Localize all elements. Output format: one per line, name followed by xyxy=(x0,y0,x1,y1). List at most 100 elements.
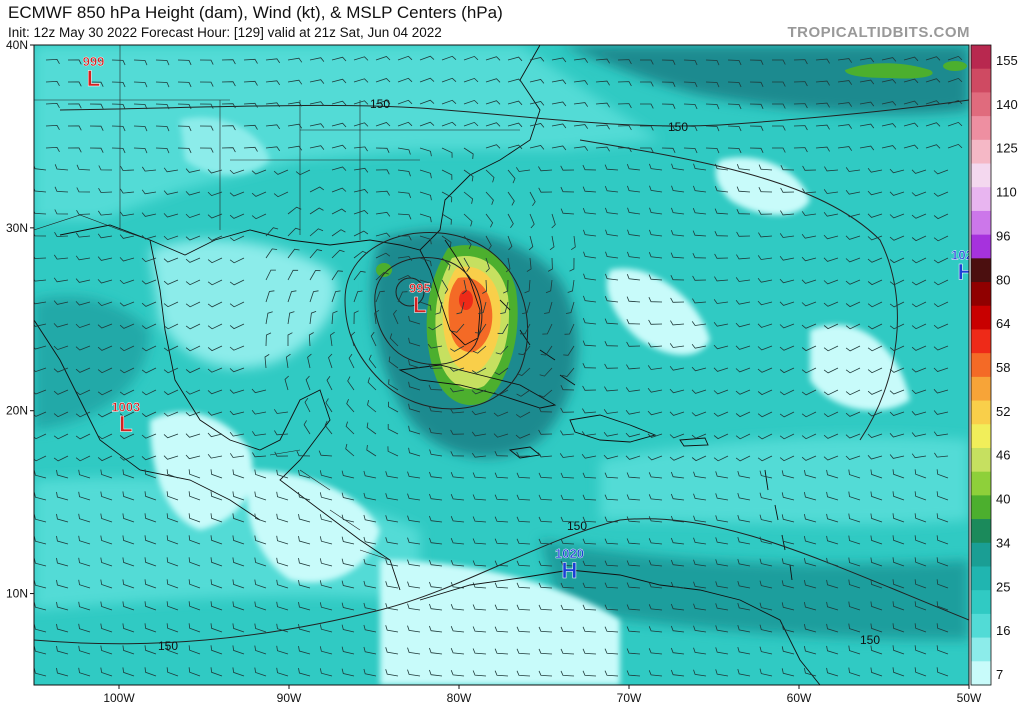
wind-barb xyxy=(560,165,575,171)
wind-barb xyxy=(779,389,795,396)
wind-barb xyxy=(757,345,773,351)
wind-barb xyxy=(375,122,391,127)
wind-barb xyxy=(345,443,355,457)
wind-barb xyxy=(119,367,135,374)
wind-barb xyxy=(649,185,663,193)
wind-barb xyxy=(441,191,453,203)
wind-barb xyxy=(34,210,47,215)
wind-barb xyxy=(34,255,47,259)
wind-barb xyxy=(758,187,773,193)
wind-barb xyxy=(207,432,223,438)
wind-barb xyxy=(375,190,390,196)
wind-barb xyxy=(595,146,610,152)
wind-barb xyxy=(494,560,509,567)
wind-barb xyxy=(933,367,949,372)
wind-barb xyxy=(735,411,751,418)
wind-barb xyxy=(276,667,289,677)
wind-barb xyxy=(185,257,201,263)
wind-barb xyxy=(319,602,333,611)
wind-barb xyxy=(319,668,333,677)
wind-barb xyxy=(503,279,509,294)
wind-barb xyxy=(889,389,905,395)
wind-barb xyxy=(845,367,861,374)
wind-barb xyxy=(397,77,413,83)
wind-barb xyxy=(353,250,368,259)
wind-barb xyxy=(407,625,421,633)
wind-barb xyxy=(859,79,875,85)
wind-barb xyxy=(727,59,742,66)
wind-barb xyxy=(229,191,245,197)
wind-barb xyxy=(119,433,135,440)
wind-barb xyxy=(100,601,113,611)
wind-barb xyxy=(551,79,567,85)
wind-barb xyxy=(419,99,435,105)
wind-barb xyxy=(463,77,479,83)
wind-barb xyxy=(529,123,545,128)
wind-barb xyxy=(759,470,773,479)
wind-barb xyxy=(582,604,597,611)
wind-barb xyxy=(78,645,91,655)
wind-barb xyxy=(450,408,465,414)
wind-barb xyxy=(759,624,773,633)
wind-barb xyxy=(375,271,389,281)
wind-barb xyxy=(870,513,883,523)
coast-mexico-west xyxy=(34,319,261,521)
wind-barb xyxy=(749,59,764,65)
wind-barb xyxy=(867,190,883,196)
wind-barb xyxy=(353,189,369,194)
wind-barb xyxy=(947,143,963,149)
wind-barb xyxy=(793,81,808,87)
wind-barb xyxy=(287,227,301,237)
lon-tick-label: 100W xyxy=(103,691,135,705)
wind-barb xyxy=(232,469,245,479)
wind-barb xyxy=(529,57,545,62)
wind-barb xyxy=(749,147,764,153)
wind-barb xyxy=(757,433,773,440)
wind-barb xyxy=(100,491,113,501)
wind-barb xyxy=(166,535,179,545)
borders xyxy=(34,45,520,561)
wind-barb xyxy=(309,123,325,128)
wind-barb xyxy=(144,513,157,523)
wind-barb xyxy=(341,514,355,523)
wind-barb xyxy=(759,492,773,501)
wind-barb xyxy=(34,187,47,193)
wind-barb xyxy=(758,209,773,215)
wind-barb xyxy=(933,410,949,415)
brand-watermark[interactable]: TROPICALTIDBITS.COM xyxy=(787,24,970,41)
wind-barb xyxy=(867,167,883,173)
wind-barb xyxy=(319,580,333,589)
wind-barb xyxy=(914,601,927,611)
wind-barb xyxy=(518,345,531,356)
wind-barb xyxy=(516,494,531,501)
wind-barb xyxy=(626,319,641,325)
wind-barb xyxy=(823,367,839,374)
wind-barb xyxy=(582,363,597,369)
wind-barb xyxy=(529,101,545,106)
wind-barb xyxy=(295,169,311,176)
storm-orange-core xyxy=(448,277,493,353)
wind-barb xyxy=(287,79,303,85)
wind-barb xyxy=(56,579,69,589)
wind-barb xyxy=(934,452,949,458)
wind-barb xyxy=(407,603,421,611)
wind-barb xyxy=(207,453,223,459)
wind-barb xyxy=(583,229,597,237)
wind-barb xyxy=(363,492,377,501)
wind-barb xyxy=(75,455,91,462)
wind-barb xyxy=(516,516,531,523)
wind-barb xyxy=(494,582,509,589)
colorbar-swatch xyxy=(971,353,991,378)
wind-barb xyxy=(243,146,258,152)
wind-barb xyxy=(573,80,589,85)
wind-barb xyxy=(892,645,905,655)
wind-barb xyxy=(903,144,919,150)
wind-barb xyxy=(252,452,267,458)
wind-barb xyxy=(67,103,82,109)
wind-barb xyxy=(370,331,377,347)
wind-barb xyxy=(867,367,883,374)
wind-barb xyxy=(870,579,883,589)
wind-barb xyxy=(75,411,91,418)
wind-barb xyxy=(78,513,91,523)
